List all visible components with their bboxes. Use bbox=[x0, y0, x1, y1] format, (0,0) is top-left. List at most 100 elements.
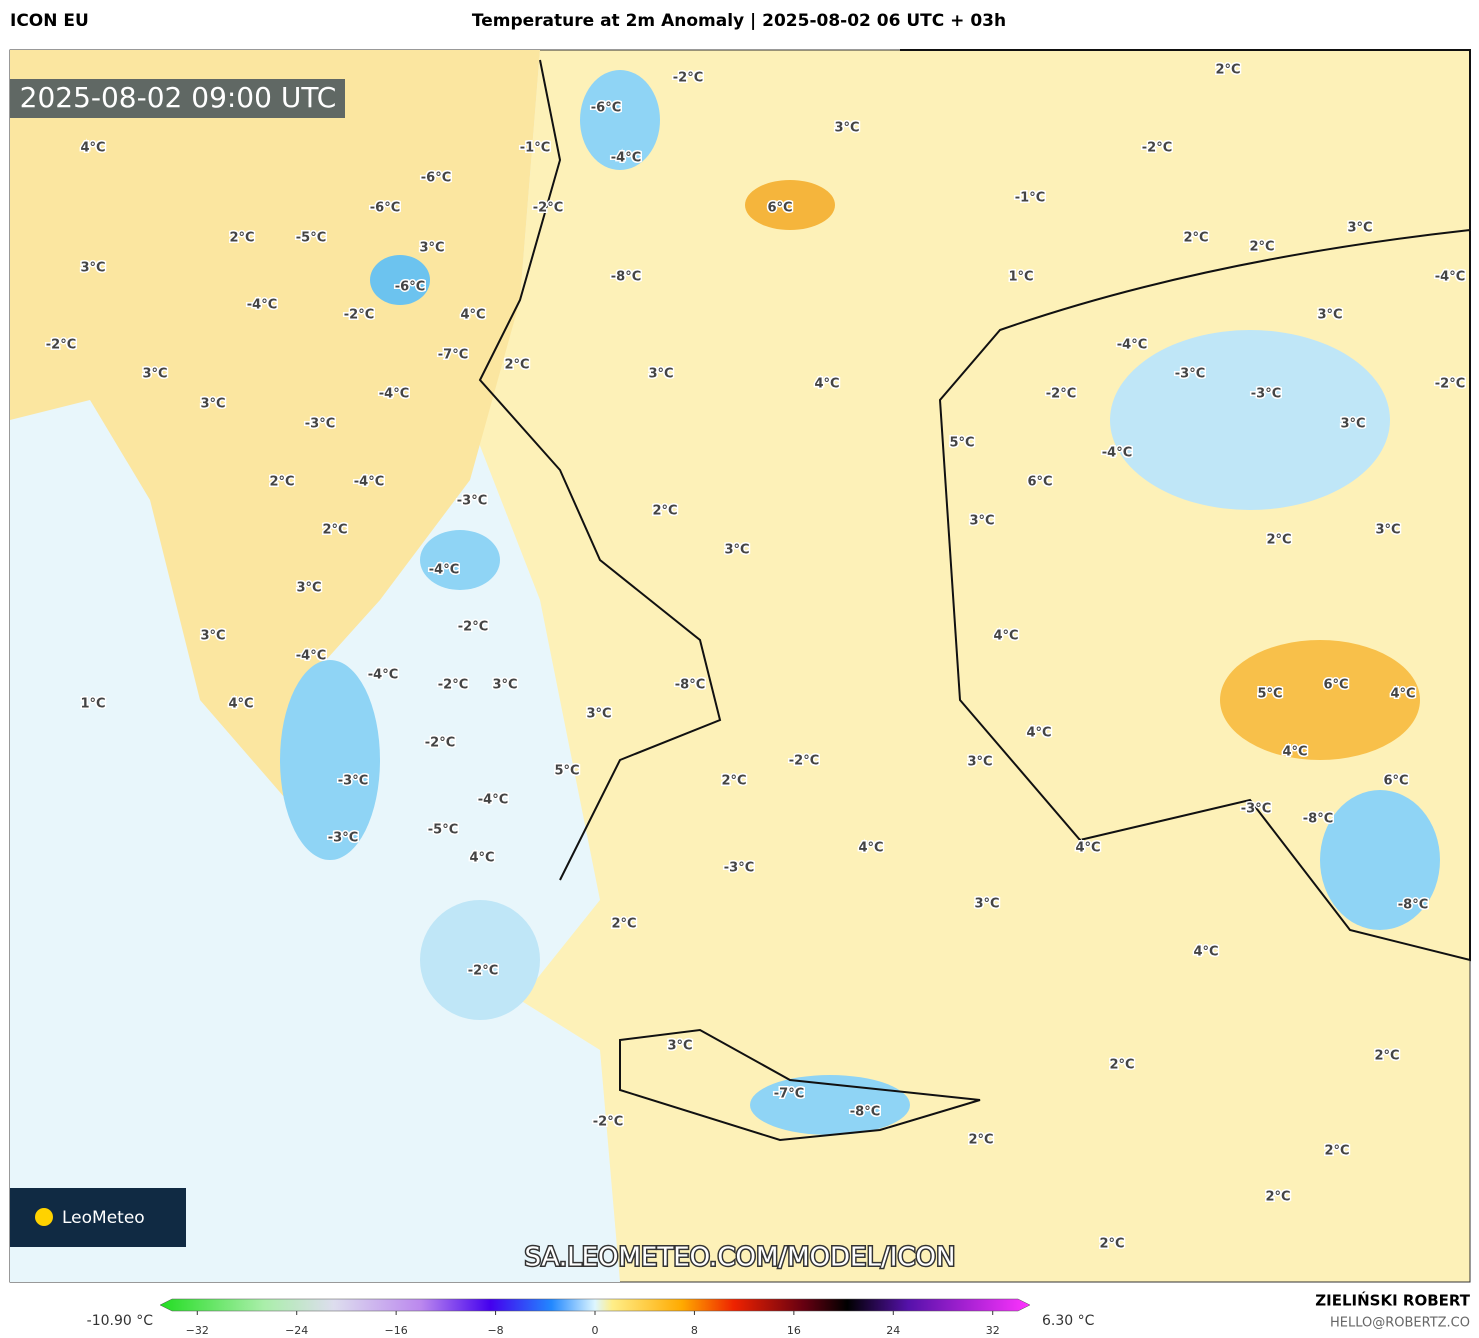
anomaly-label: 2°C bbox=[1374, 1049, 1399, 1064]
anomaly-label: 6°C bbox=[1383, 774, 1408, 789]
anomaly-label: 6°C bbox=[767, 201, 792, 216]
anomaly-label: 2°C bbox=[721, 774, 746, 789]
anomaly-label: 2°C bbox=[1265, 1190, 1290, 1205]
anomaly-label: 3°C bbox=[80, 261, 105, 276]
anomaly-label: -2°C bbox=[425, 736, 455, 751]
anomaly-label: 2°C bbox=[1266, 533, 1291, 548]
anomaly-labels: 4°C 3°C 2°C -5°C -6°C -6°C 3°C -6°C -2°C -1°C -6°C… bbox=[44, 61, 1466, 1253]
anomaly-label: 3°C bbox=[974, 897, 999, 912]
anomaly-label: 3°C bbox=[200, 397, 225, 412]
email: HELLO@ROBERTZ.CO bbox=[1330, 1316, 1470, 1331]
anomaly-label: -4°C bbox=[247, 298, 277, 313]
anomaly-label: 4°C bbox=[858, 841, 883, 856]
timestamp: 2025-08-02 09:00 UTC bbox=[20, 81, 337, 114]
anomaly-label: 3°C bbox=[492, 678, 517, 693]
anomaly-label: 3°C bbox=[586, 707, 611, 722]
anomaly-label: 3°C bbox=[724, 543, 749, 558]
anomaly-label: 2°C bbox=[1109, 1058, 1134, 1073]
anomaly-label: -2°C bbox=[1435, 377, 1465, 392]
colorbar-max: 6.30 °C bbox=[1042, 1313, 1095, 1329]
anomaly-label: -2°C bbox=[468, 964, 498, 979]
anomaly-label: 4°C bbox=[1193, 945, 1218, 960]
anomaly-label: -6°C bbox=[370, 201, 400, 216]
anomaly-label: 2°C bbox=[322, 523, 347, 538]
colorbar-tick-label: −24 bbox=[285, 1324, 308, 1337]
anomaly-label: 4°C bbox=[1390, 687, 1415, 702]
anomaly-label: -3°C bbox=[1175, 367, 1205, 382]
anomaly-label: -3°C bbox=[457, 494, 487, 509]
colorbar-gradient bbox=[159, 1298, 1031, 1312]
anomaly-label: -8°C bbox=[1303, 812, 1333, 827]
anomaly-label: -8°C bbox=[611, 270, 641, 285]
anomaly-label: -3°C bbox=[724, 861, 754, 876]
colorbar-tick-label: −16 bbox=[385, 1324, 408, 1337]
logo-sun bbox=[35, 1208, 53, 1226]
anomaly-label: -3°C bbox=[338, 774, 368, 789]
anomaly-label: 3°C bbox=[1375, 523, 1400, 538]
anomaly-label: 3°C bbox=[1347, 221, 1372, 236]
anomaly-label: -2°C bbox=[593, 1115, 623, 1130]
anomaly-label: -4°C bbox=[478, 793, 508, 808]
anomaly-label: 2°C bbox=[229, 231, 254, 246]
anomaly-label: 6°C bbox=[1323, 678, 1348, 693]
colorbar: -10.90 °C 6.30 °C −32 −24 −16 −8 0 8 16 24 32 bbox=[87, 1298, 1095, 1337]
author: ZIELIŃSKI ROBERT bbox=[1315, 1291, 1470, 1310]
anomaly-label: -2°C bbox=[673, 71, 703, 86]
anomaly-label: 3°C bbox=[1340, 417, 1365, 432]
anomaly-label: -1°C bbox=[520, 141, 550, 156]
anomaly-label: 2°C bbox=[1324, 1144, 1349, 1159]
anomaly-label: 2°C bbox=[1215, 63, 1240, 78]
colorbar-tick-label: 16 bbox=[787, 1324, 801, 1337]
anomaly-label: 4°C bbox=[460, 308, 485, 323]
colorbar-min: -10.90 °C bbox=[87, 1313, 154, 1329]
anomaly-label: 4°C bbox=[814, 377, 839, 392]
colorbar-tick-label: −8 bbox=[487, 1324, 503, 1337]
anomaly-label: -7°C bbox=[438, 348, 468, 363]
anomaly-label: 3°C bbox=[648, 367, 673, 382]
anomaly-label: 4°C bbox=[993, 629, 1018, 644]
logo: LeoMeteo bbox=[62, 1208, 145, 1228]
anomaly-label: -4°C bbox=[368, 668, 398, 683]
anomaly-label: -3°C bbox=[328, 831, 358, 846]
anomaly-label: 4°C bbox=[80, 141, 105, 156]
anomaly-label: -4°C bbox=[611, 151, 641, 166]
anomaly-label: 6°C bbox=[1027, 475, 1052, 490]
colorbar-tick-label: 32 bbox=[986, 1324, 1000, 1337]
anomaly-label: 2°C bbox=[611, 917, 636, 932]
anomaly-label: -1°C bbox=[1015, 191, 1045, 206]
anomaly-label: 5°C bbox=[1257, 687, 1282, 702]
anomaly-label: -3°C bbox=[305, 417, 335, 432]
anomaly-label: -4°C bbox=[296, 649, 326, 664]
anomaly-label: -5°C bbox=[296, 231, 326, 246]
anomaly-label: 4°C bbox=[1075, 841, 1100, 856]
anomaly-label: -2°C bbox=[1142, 141, 1172, 156]
anomaly-label: 3°C bbox=[967, 755, 992, 770]
anomaly-label: 3°C bbox=[834, 121, 859, 136]
anomaly-label: 3°C bbox=[142, 367, 167, 382]
anomaly-label: -2°C bbox=[458, 620, 488, 635]
anomaly-label: -7°C bbox=[774, 1087, 804, 1102]
anomaly-label: -2°C bbox=[789, 754, 819, 769]
anomaly-label: 4°C bbox=[1282, 745, 1307, 760]
anomaly-label: 4°C bbox=[228, 697, 253, 712]
anomaly-label: 3°C bbox=[296, 581, 321, 596]
anomaly-label: 4°C bbox=[469, 851, 494, 866]
anomaly-label: -4°C bbox=[354, 475, 384, 490]
anomaly-label: -4°C bbox=[1117, 338, 1147, 353]
anomaly-label: -8°C bbox=[1398, 898, 1428, 913]
anomaly-label: -8°C bbox=[675, 678, 705, 693]
anomaly-label: 2°C bbox=[652, 504, 677, 519]
anomaly-label: 3°C bbox=[419, 241, 444, 256]
anomaly-label: -8°C bbox=[850, 1105, 880, 1120]
anomaly-label: 3°C bbox=[200, 629, 225, 644]
anomaly-label: 1°C bbox=[80, 697, 105, 712]
anomaly-label: -6°C bbox=[395, 280, 425, 295]
colorbar-tick-label: 24 bbox=[886, 1324, 900, 1337]
anomaly-label: -4°C bbox=[429, 563, 459, 578]
url: SA.LEOMETEO.COM/MODEL/ICON bbox=[525, 1243, 956, 1273]
anomaly-label: -3°C bbox=[1241, 802, 1271, 817]
model-name: ICON EU bbox=[10, 11, 89, 31]
anomaly-label: 5°C bbox=[554, 764, 579, 779]
anomaly-label: -2°C bbox=[438, 678, 468, 693]
